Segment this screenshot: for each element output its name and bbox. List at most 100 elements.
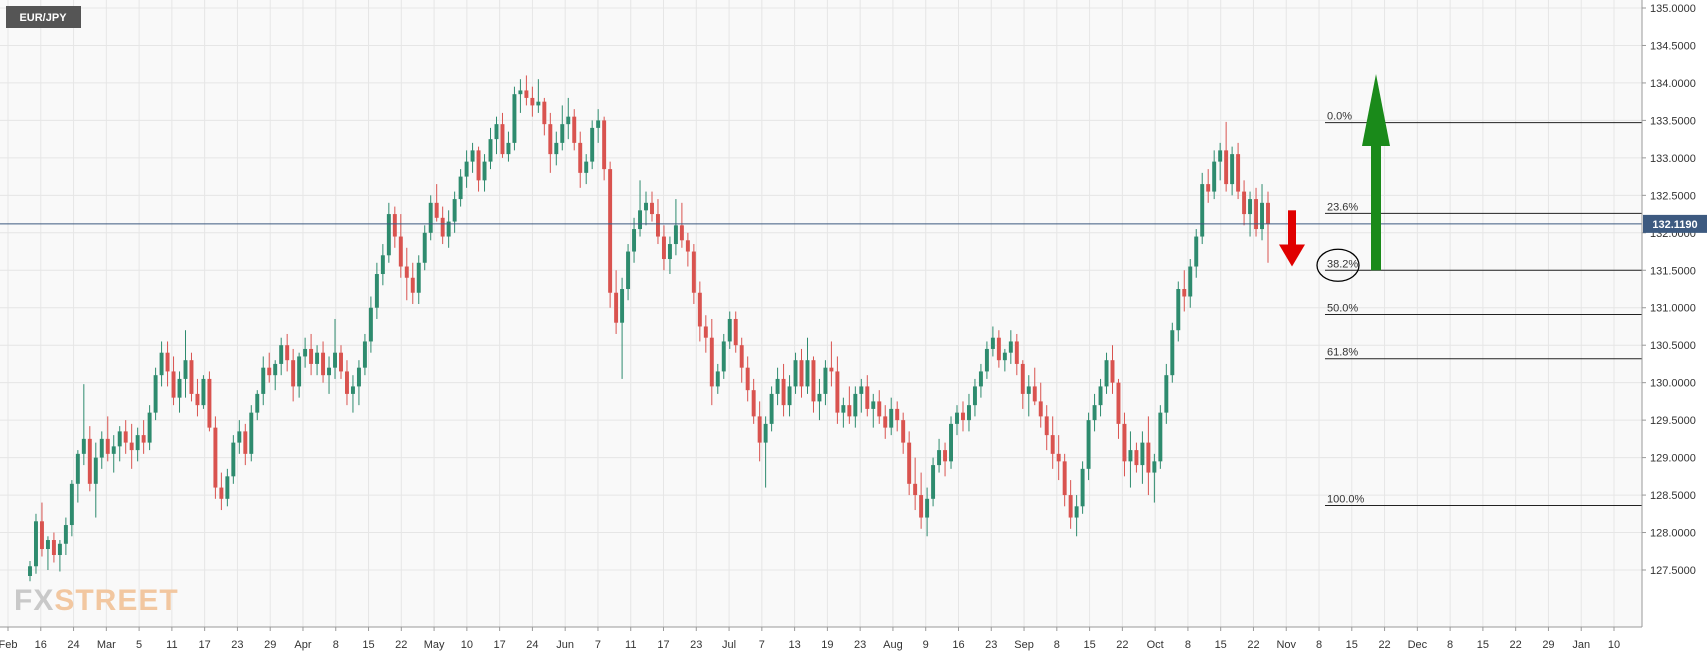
candle-body <box>105 438 110 454</box>
candle-body <box>315 352 320 364</box>
candle-body <box>1140 442 1145 466</box>
candle <box>1086 412 1091 481</box>
candle-body <box>183 360 188 379</box>
candle <box>925 487 930 537</box>
candle-body <box>841 405 846 413</box>
x-tick-label: 11 <box>166 639 177 651</box>
x-tick-label: 16 <box>952 639 964 651</box>
candle <box>488 127 493 170</box>
candle-body <box>153 375 158 413</box>
candle <box>632 217 637 263</box>
candle <box>703 315 708 353</box>
candle <box>608 161 613 308</box>
candle <box>1212 150 1217 200</box>
up-arrow-shaft <box>1371 145 1381 271</box>
candle-body <box>231 442 236 477</box>
candle-body <box>213 427 218 488</box>
candle <box>966 393 971 432</box>
candle-body <box>925 498 930 518</box>
candle-body <box>75 453 80 484</box>
x-tick-label: 8 <box>1316 639 1322 651</box>
candle <box>434 184 439 222</box>
candle <box>572 109 577 151</box>
candle-body <box>955 412 959 424</box>
candle <box>141 420 146 454</box>
green-up-arrow-icon <box>1362 73 1390 271</box>
candle <box>39 502 44 557</box>
candle-body <box>440 217 445 237</box>
candle-body <box>350 386 355 394</box>
fib-level-label: 0.0% <box>1327 111 1352 123</box>
candle-body <box>1104 360 1109 387</box>
candle-body <box>1134 450 1139 466</box>
candle <box>1008 330 1013 364</box>
candle-body <box>34 521 38 567</box>
x-tick-label: Oct <box>1147 639 1164 651</box>
fib-level-label: 61.8% <box>1327 347 1358 359</box>
candle <box>644 191 648 226</box>
candle <box>147 405 152 451</box>
symbol-badge[interactable]: EUR/JPY <box>6 6 81 28</box>
candle <box>554 131 559 166</box>
x-tick-label: 24 <box>526 639 538 651</box>
candle-body <box>1050 435 1055 454</box>
candle-body <box>1158 412 1163 462</box>
candle <box>452 191 457 233</box>
y-tick-label: 130.0000 <box>1650 378 1696 390</box>
candle-body <box>380 255 385 275</box>
candle <box>63 517 68 556</box>
x-tick-label: 15 <box>1346 639 1358 651</box>
x-tick-label: Feb <box>0 639 17 651</box>
x-tick-label: 8 <box>333 639 339 651</box>
candle <box>267 352 272 383</box>
x-tick-label: Jan <box>1572 639 1590 651</box>
candle <box>1044 405 1049 451</box>
candle <box>739 337 744 383</box>
time-axis: Feb 16 24 Mar 5 11 17 23 29 Apr 8 15 22 May 10 17 24 Jun 7… <box>0 627 1620 651</box>
candle <box>51 532 56 563</box>
candle <box>1104 352 1109 394</box>
candle <box>901 412 906 454</box>
candle-body <box>913 483 918 496</box>
candle-body <box>679 225 684 241</box>
candle-body <box>362 341 367 368</box>
y-tick-label: 128.5000 <box>1650 490 1696 502</box>
candle <box>871 393 876 428</box>
candle-body <box>291 360 296 387</box>
candle <box>261 356 266 406</box>
candle-body <box>1188 266 1193 297</box>
candle <box>1062 453 1067 507</box>
candle-body <box>578 142 583 173</box>
candle <box>1050 416 1055 469</box>
candle <box>691 244 696 304</box>
candle-body <box>374 274 379 308</box>
candle <box>596 109 601 143</box>
candle-body <box>937 450 942 466</box>
candle <box>673 199 678 256</box>
candle-body <box>1008 341 1013 353</box>
candle <box>1092 393 1097 432</box>
candle <box>428 195 433 241</box>
candle-body <box>93 457 98 484</box>
red-down-arrow-icon <box>1279 210 1305 267</box>
candle <box>542 97 547 136</box>
candle-body <box>943 450 948 462</box>
candle-body <box>506 142 511 155</box>
candle <box>1176 281 1181 342</box>
candle-body <box>207 378 212 428</box>
candle <box>949 416 953 469</box>
candle <box>1146 416 1151 496</box>
candle <box>512 86 517 151</box>
candle <box>913 457 918 511</box>
candle <box>315 345 320 376</box>
candle <box>566 97 571 140</box>
candle-body <box>171 371 176 398</box>
candle <box>243 423 248 466</box>
candle-body <box>524 90 529 98</box>
candle <box>153 367 158 421</box>
candle <box>775 367 780 406</box>
candle <box>715 363 720 394</box>
candle-body <box>667 244 672 260</box>
x-tick-label: 23 <box>985 639 997 651</box>
candle-body <box>817 393 822 402</box>
